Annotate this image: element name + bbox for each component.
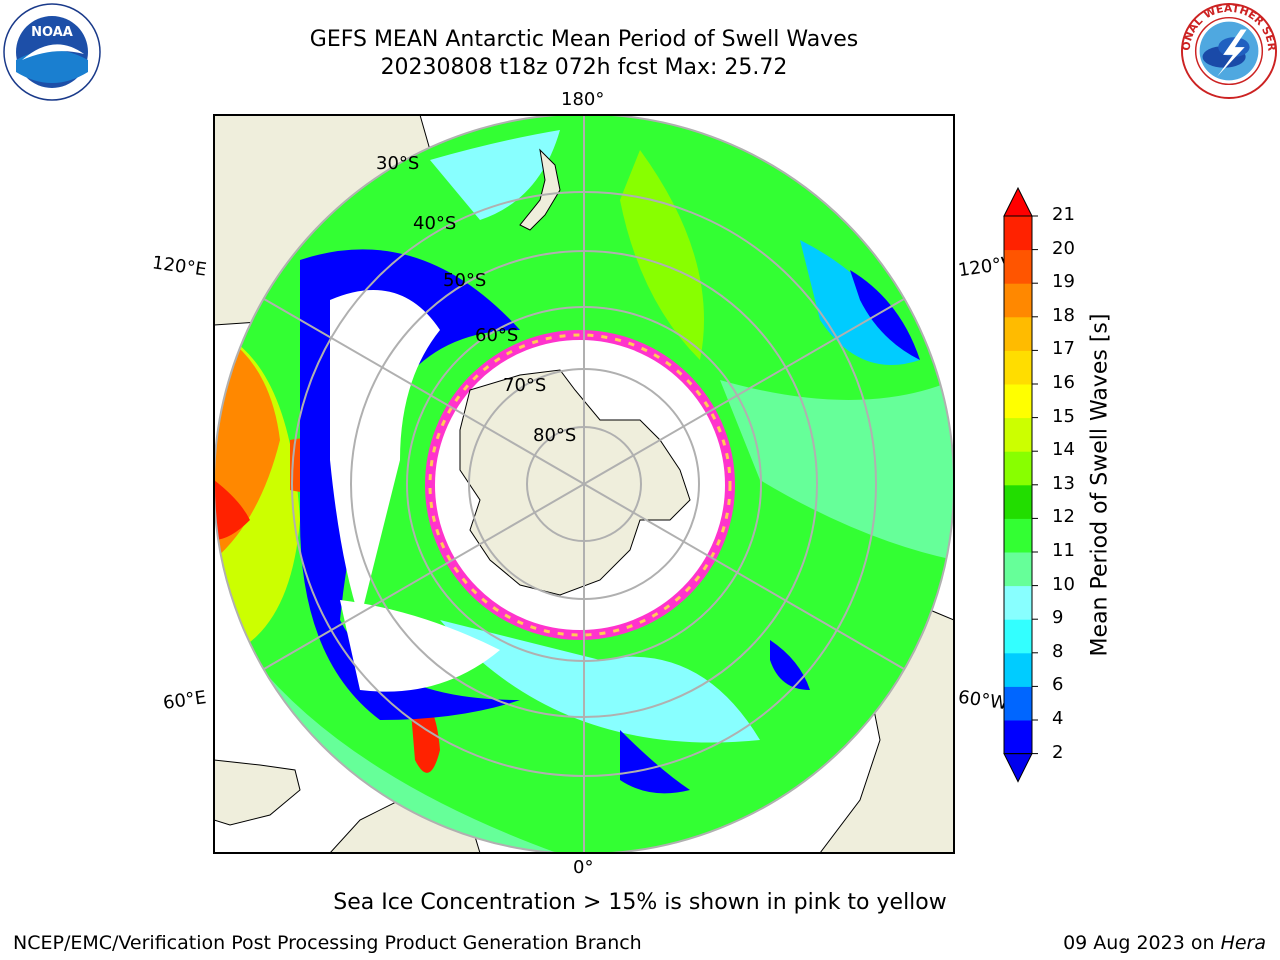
machine-name: Hera <box>1220 932 1266 954</box>
colorbar-tick-label: 6 <box>1052 674 1064 696</box>
colorbar-tick-label: 13 <box>1052 472 1075 494</box>
colorbar-tick-label: 20 <box>1052 237 1075 259</box>
colorbar-segment <box>1004 384 1032 419</box>
nws-logo: NATIONAL WEATHER SERVICE <box>1180 2 1278 100</box>
madagascar-land <box>214 759 301 826</box>
colorbar-tick-label: 21 <box>1052 204 1075 225</box>
sea-ice-note: Sea Ice Concentration > 15% is shown in … <box>333 890 947 915</box>
new-zealand-land <box>519 148 561 231</box>
colorbar-segment <box>1004 686 1032 721</box>
colorbar-segment <box>1004 283 1032 318</box>
colorbar-tick-label: 14 <box>1052 439 1075 461</box>
colorbar-tick-label: 18 <box>1052 304 1075 326</box>
colorbar-tick-label: 12 <box>1052 506 1075 528</box>
noaa-logo: NOAA <box>3 3 101 101</box>
graticule <box>214 115 954 853</box>
colorbar-tick-label: 8 <box>1052 640 1064 662</box>
colorbar-tick-label: 2 <box>1052 741 1064 763</box>
colorbar-segment <box>1004 350 1032 385</box>
map-subtitle: 20230808 t18z 072h fcst Max: 25.72 <box>380 55 788 80</box>
colorbar-tick-label: 17 <box>1052 338 1075 360</box>
colorbar-label: Mean Period of Swell Waves [s] <box>1087 313 1113 657</box>
lat-label-70s: 70°S <box>503 375 547 396</box>
map-title: GEFS MEAN Antarctic Mean Period of Swell… <box>309 27 859 52</box>
lat-label-80s: 80°S <box>533 425 577 446</box>
lon-label-0: 0° <box>573 857 594 878</box>
colorbar-segment <box>1004 451 1032 486</box>
colorbar-tick-label: 9 <box>1052 607 1064 629</box>
colorbar-tick-label: 4 <box>1052 708 1064 729</box>
colorbar-tick-label: 16 <box>1052 372 1075 393</box>
svg-text:NOAA: NOAA <box>31 25 73 40</box>
colorbar-extend-high <box>1003 186 1033 217</box>
colorbar-tick-label: 19 <box>1052 271 1075 293</box>
lat-label-30s: 30°S <box>376 153 420 174</box>
colorbar-segment <box>1004 417 1032 452</box>
colorbar-segment <box>1004 316 1032 351</box>
colorbar-segment <box>1004 720 1032 755</box>
colorbar-segment <box>1004 484 1032 519</box>
lat-label-60s: 60°S <box>475 325 519 346</box>
colorbar-tick-label: 10 <box>1052 573 1075 595</box>
colorbar-segment <box>1004 249 1032 284</box>
colorbar-segment <box>1004 585 1032 620</box>
colorbar-segment <box>1004 652 1032 687</box>
colorbar-extend-low <box>1003 753 1033 783</box>
colorbar-tick-label: 15 <box>1052 405 1075 427</box>
colorbar <box>1003 186 1038 783</box>
lon-label-180: 180° <box>561 89 605 110</box>
antarctica-land <box>459 369 691 596</box>
map-frame <box>213 114 955 854</box>
colorbar-segment <box>1004 552 1032 587</box>
credit-text: NCEP/EMC/Verification Post Processing Pr… <box>13 932 642 954</box>
colorbar-tick-label: 11 <box>1052 540 1075 561</box>
colorbar-segment <box>1004 518 1032 553</box>
colorbar-segment <box>1004 216 1032 251</box>
colorbar-segment <box>1004 619 1032 654</box>
date-stamp: 09 Aug 2023 on Hera <box>1063 932 1266 954</box>
lat-label-40s: 40°S <box>413 213 457 234</box>
lat-label-50s: 50°S <box>443 270 487 291</box>
